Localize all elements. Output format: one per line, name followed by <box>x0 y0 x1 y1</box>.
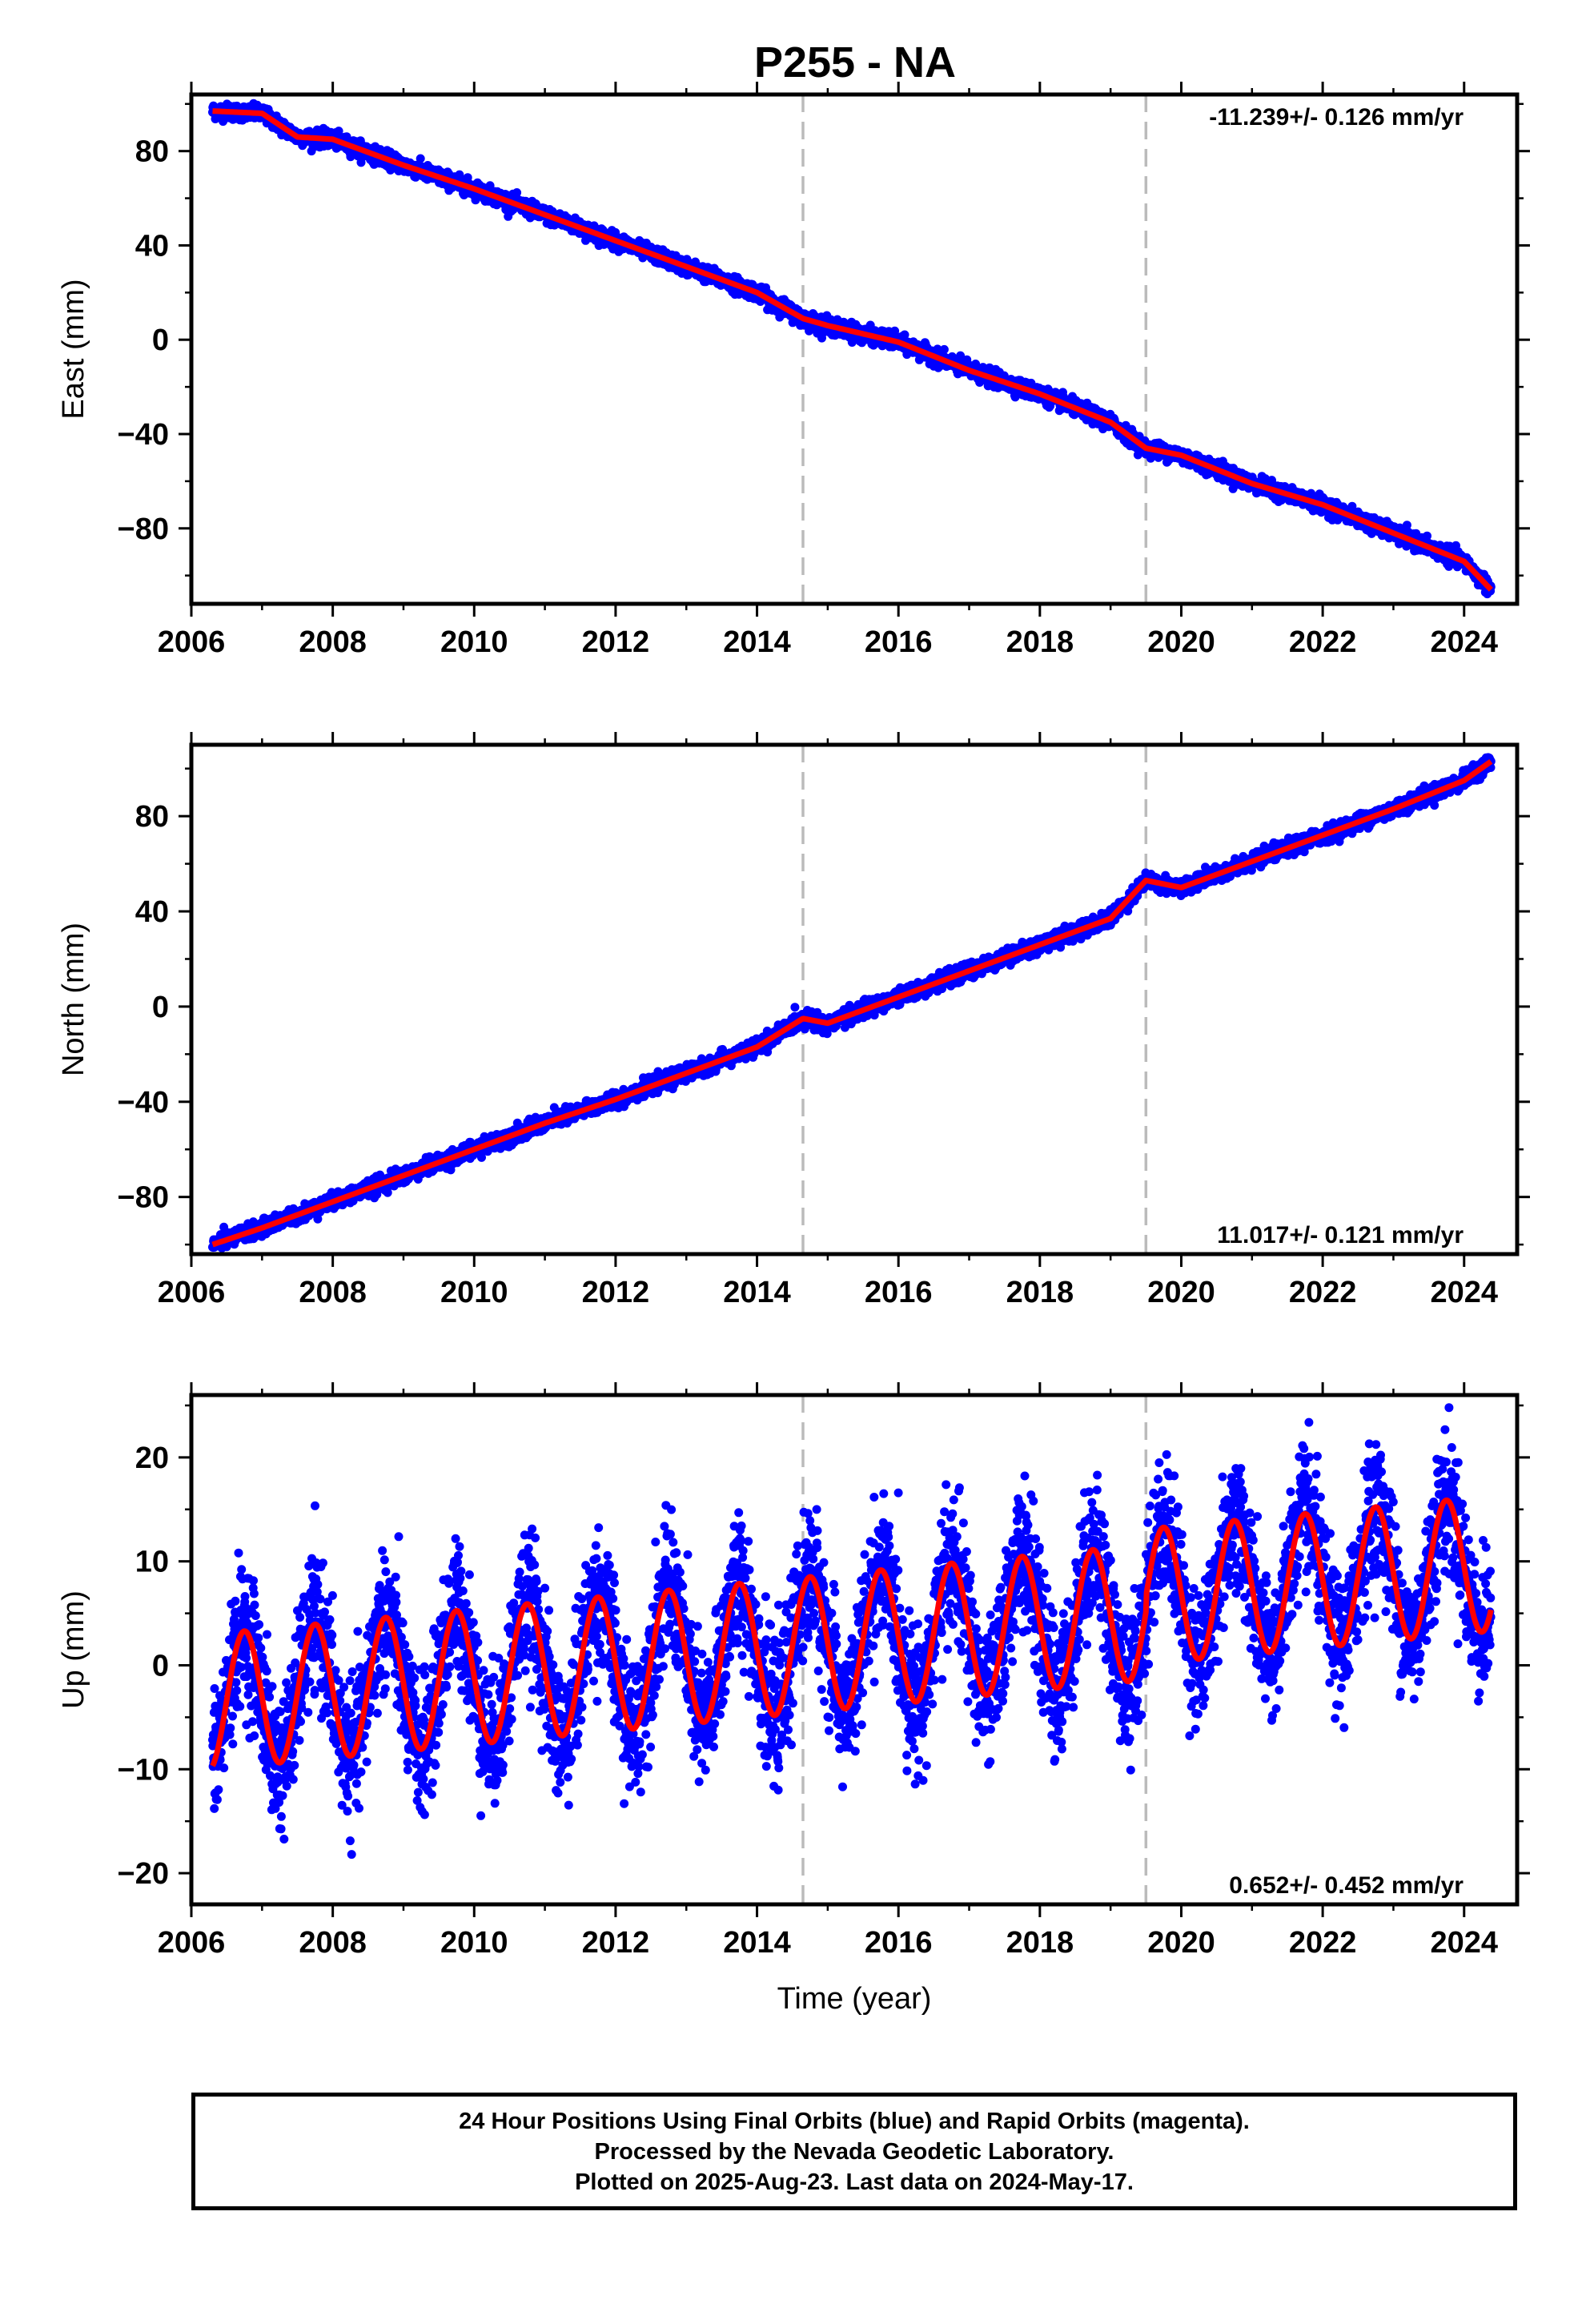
x-tick-label: 2024 <box>1430 1276 1498 1309</box>
y-tick-label: 40 <box>135 895 169 929</box>
x-tick-label: 2022 <box>1289 1276 1357 1309</box>
page-title: P255 - NA <box>754 38 956 86</box>
model-fit-line <box>210 1497 1494 1767</box>
x-tick-label: 2016 <box>865 625 933 659</box>
y-tick-label: 0 <box>152 991 169 1024</box>
position-dots <box>208 1403 1496 1860</box>
x-tick-label: 2006 <box>158 1926 226 1960</box>
x-tick-label: 2014 <box>723 625 791 659</box>
y-tick-label: 0 <box>152 324 169 357</box>
y-tick-label: −40 <box>118 418 169 452</box>
data-points <box>208 753 1496 1252</box>
y-tick-label: −80 <box>118 513 169 546</box>
position-dots <box>208 99 1496 599</box>
x-tick-label: 2018 <box>1006 625 1074 659</box>
east-panel: 2006 2008 2010 2012 2014 2016 2018 2020 2022 2024… <box>57 82 1530 659</box>
y-tick-label: 20 <box>135 1441 169 1475</box>
y-tick-label: −10 <box>118 1753 169 1787</box>
footer-box: 24 Hour Positions Using Final Orbits (bl… <box>191 2093 1517 2210</box>
y-axis-title: Up (mm) <box>57 1590 90 1709</box>
x-tick-label: 2010 <box>440 625 508 659</box>
up-panel: 2006 2008 2010 2012 2014 2016 2018 2020 2022 2024… <box>57 1382 1530 2016</box>
y-tick-label: 10 <box>135 1546 169 1579</box>
x-tick-label: 2008 <box>299 1276 367 1309</box>
x-tick-label: 2016 <box>865 1276 933 1309</box>
y-axis-title: East (mm) <box>57 279 90 419</box>
y-axis-title: North (mm) <box>57 923 90 1076</box>
x-tick-label: 2012 <box>582 1926 650 1960</box>
x-tick-label: 2006 <box>158 1276 226 1309</box>
x-tick-label: 2018 <box>1006 1926 1074 1960</box>
x-tick-label: 2012 <box>582 1276 650 1309</box>
x-tick-label: 2010 <box>440 1276 508 1309</box>
x-tick-label: 2006 <box>158 625 226 659</box>
footer-line-1: 24 Hour Positions Using Final Orbits (bl… <box>459 2108 1250 2134</box>
x-tick-label: 2020 <box>1147 1276 1215 1309</box>
velocity-label: -11.239+/- 0.126 mm/yr <box>1209 104 1464 131</box>
x-tick-label: 2008 <box>299 625 367 659</box>
y-tick-label: 80 <box>135 800 169 834</box>
velocity-label: 11.017+/- 0.121 mm/yr <box>1217 1222 1464 1248</box>
x-tick-label: 2020 <box>1147 1926 1215 1960</box>
x-tick-label: 2014 <box>723 1926 791 1960</box>
x-tick-label: 2022 <box>1289 625 1357 659</box>
y-tick-label: 0 <box>152 1649 169 1683</box>
y-tick-label: −20 <box>118 1857 169 1891</box>
x-tick-label: 2020 <box>1147 625 1215 659</box>
north-panel: 2006 2008 2010 2012 2014 2016 2018 2020 2022 2024… <box>57 732 1530 1309</box>
plot-frame <box>189 1393 1520 1907</box>
y-tick-label: −40 <box>118 1086 169 1120</box>
x-tick-label: 2022 <box>1289 1926 1357 1960</box>
x-tick-label: 2012 <box>582 625 650 659</box>
footer-line-2: Processed by the Nevada Geodetic Laborat… <box>594 2138 1114 2165</box>
x-axis-title: Time (year) <box>777 1982 932 2016</box>
data-points <box>208 1403 1496 1860</box>
y-tick-label: −80 <box>118 1181 169 1215</box>
x-tick-label: 2010 <box>440 1926 508 1960</box>
x-tick-label: 2008 <box>299 1926 367 1960</box>
data-points <box>208 99 1496 599</box>
x-tick-label: 2024 <box>1430 625 1498 659</box>
velocity-label: 0.652+/- 0.452 mm/yr <box>1229 1872 1464 1899</box>
x-tick-label: 2016 <box>865 1926 933 1960</box>
y-tick-label: 40 <box>135 229 169 263</box>
model-fit-line <box>211 108 1493 592</box>
x-tick-label: 2024 <box>1430 1926 1498 1960</box>
x-tick-label: 2014 <box>723 1276 791 1309</box>
y-tick-label: 80 <box>135 135 169 169</box>
model-fit-line <box>211 759 1493 1248</box>
plot-frame <box>189 742 1520 1256</box>
x-tick-label: 2018 <box>1006 1276 1074 1309</box>
footer-line-3: Plotted on 2025-Aug-23. Last data on 202… <box>575 2169 1134 2195</box>
plot-frame <box>189 92 1520 606</box>
